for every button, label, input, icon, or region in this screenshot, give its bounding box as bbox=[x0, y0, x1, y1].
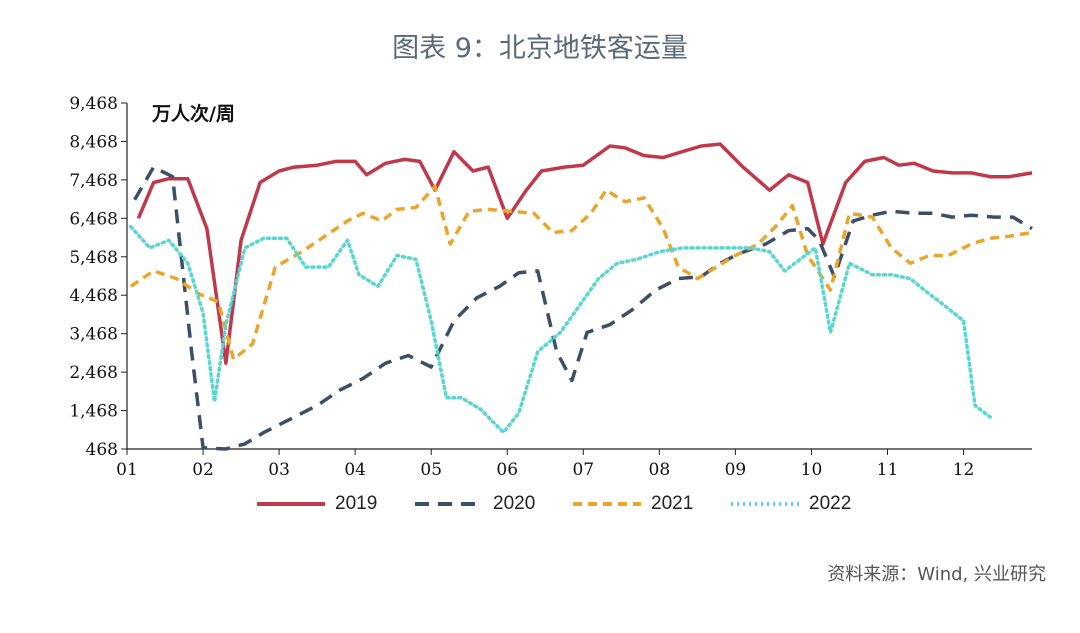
legend-label-2021: 2021 bbox=[651, 493, 694, 514]
x-tick-label: 02 bbox=[192, 460, 214, 480]
x-tick-label: 04 bbox=[344, 460, 366, 480]
x-tick-label: 07 bbox=[572, 460, 594, 480]
x-tick-label: 10 bbox=[801, 460, 823, 480]
series-line-2019 bbox=[136, 142, 1033, 365]
x-tick-label: 11 bbox=[877, 460, 899, 480]
line-chart: 9,468 8,468 7,468 6,468 5,468 4,468 3,468 2,468… bbox=[69, 94, 1033, 480]
legend-swatch-2022 bbox=[731, 502, 799, 506]
x-tick-label: 01 bbox=[116, 460, 138, 480]
chart-axes: 9,468 8,468 7,468 6,468 5,468 4,468 3,468 2,468… bbox=[69, 94, 1032, 480]
series-line-2021 bbox=[129, 184, 1033, 362]
y-tick-label: 2,468 bbox=[69, 363, 118, 383]
x-tick-label: 03 bbox=[268, 460, 290, 480]
legend-item-2019: 2019 bbox=[255, 493, 413, 515]
y-tick-label: 9,468 bbox=[69, 94, 118, 114]
y-tick-label: 3,468 bbox=[69, 325, 118, 345]
legend-label-2019: 2019 bbox=[335, 493, 378, 514]
x-tick-label: 12 bbox=[953, 460, 975, 480]
chart-title: 图表 9：北京地铁客运量 bbox=[392, 33, 688, 64]
legend-item-2022: 2022 bbox=[729, 493, 887, 515]
y-tick-label: 6,468 bbox=[69, 209, 118, 229]
x-tick-label: 09 bbox=[725, 460, 747, 480]
y-tick-label: 1,468 bbox=[69, 402, 118, 422]
legend-label-2022: 2022 bbox=[809, 493, 852, 514]
series-line-2022 bbox=[129, 224, 992, 435]
x-tick-label: 08 bbox=[649, 460, 671, 480]
legend-item-2020: 2020 bbox=[413, 493, 571, 515]
source-note: 资料来源：Wind, 兴业研究 bbox=[827, 564, 1046, 585]
y-tick-label: 7,468 bbox=[69, 171, 118, 191]
y-unit-label: 万人次/周 bbox=[152, 103, 235, 125]
legend: 2019 2020 2021 2022 bbox=[255, 493, 887, 515]
legend-swatch-2020 bbox=[415, 502, 483, 506]
x-tick-label: 06 bbox=[496, 460, 518, 480]
series-line-2020 bbox=[133, 165, 1033, 451]
chart-series bbox=[129, 142, 1033, 451]
y-tick-label: 8,468 bbox=[69, 132, 118, 152]
legend-item-2021: 2021 bbox=[571, 493, 729, 515]
y-tick-label: 4,468 bbox=[69, 286, 118, 306]
legend-swatch-2021 bbox=[573, 502, 641, 506]
x-tick-label: 05 bbox=[420, 460, 442, 480]
legend-swatch-2019 bbox=[257, 502, 325, 506]
legend-label-2020: 2020 bbox=[493, 493, 536, 514]
y-tick-label: 5,468 bbox=[69, 248, 118, 268]
y-tick-label: 468 bbox=[86, 440, 118, 460]
